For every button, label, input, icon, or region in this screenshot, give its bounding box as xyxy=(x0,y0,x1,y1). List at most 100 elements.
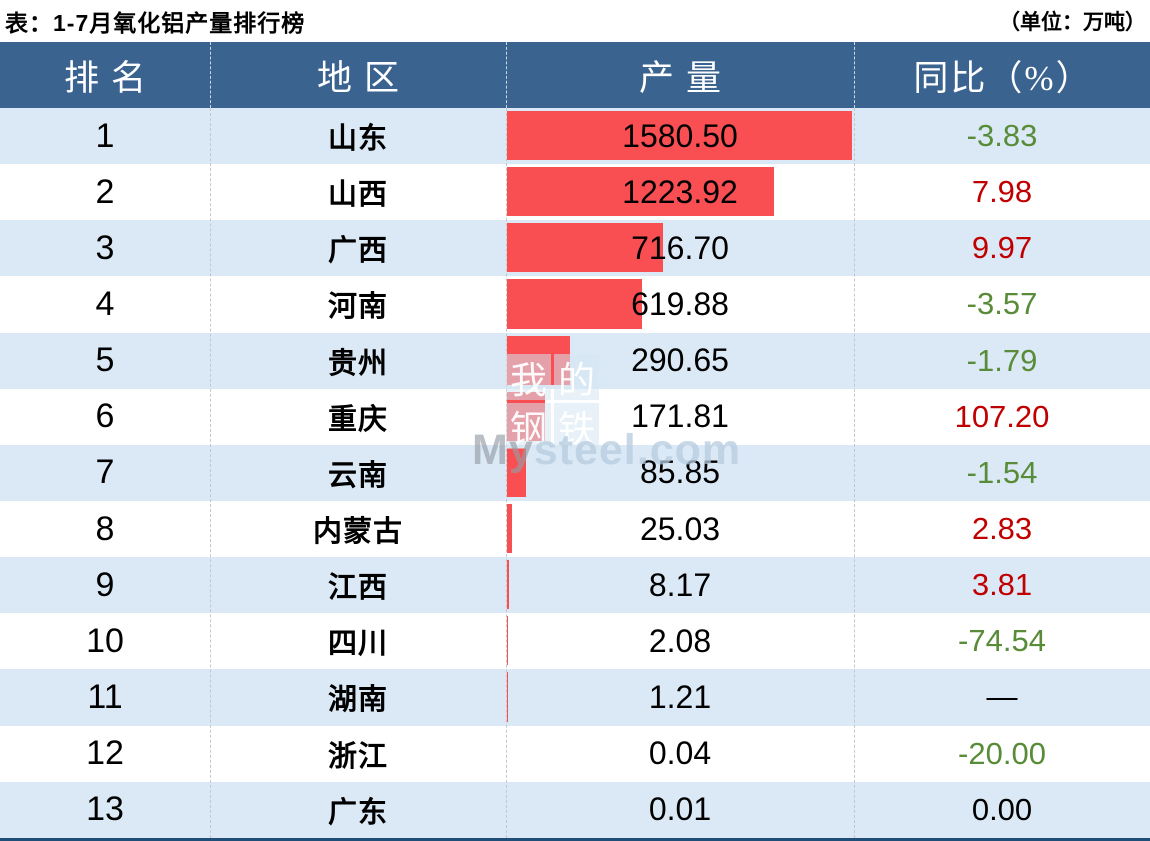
rank-cell: 13 xyxy=(86,790,124,829)
header-production: 产量 xyxy=(638,58,733,98)
production-bar xyxy=(507,279,643,329)
page-title: 表：1-7月氧化铝产量排行榜 xyxy=(5,10,306,36)
production-value: 0.04 xyxy=(648,735,712,772)
table-body: 1 山东 1580.50 -3.83 2 山西 1223.92 7.98 3 广… xyxy=(0,108,1150,838)
rank-cell: 7 xyxy=(95,453,115,492)
production-bar xyxy=(507,167,775,217)
table-bottom-border xyxy=(0,838,1150,841)
production-cell: 171.81 xyxy=(506,389,854,445)
production-cell: 25.03 xyxy=(506,501,854,557)
rank-cell: 12 xyxy=(86,734,124,773)
production-bar xyxy=(507,111,852,161)
production-bar xyxy=(507,447,526,497)
production-value: 1580.50 xyxy=(622,117,738,154)
production-cell: 1.21 xyxy=(506,669,854,725)
production-cell: 2.08 xyxy=(506,613,854,669)
yoy-cell: 3.81 xyxy=(971,567,1033,603)
table-row: 6 重庆 171.81 107.20 xyxy=(0,388,1150,445)
yoy-cell: 0.00 xyxy=(971,791,1033,827)
table-row: 8 内蒙古 25.03 2.83 xyxy=(0,500,1150,558)
region-cell: 山东 xyxy=(327,123,388,156)
production-bar xyxy=(507,503,513,554)
column-divider xyxy=(854,108,855,838)
yoy-cell: -74.54 xyxy=(958,623,1046,659)
rank-cell: 5 xyxy=(95,341,115,380)
table-row: 10 四川 2.08 -74.54 xyxy=(0,613,1150,670)
rank-cell: 2 xyxy=(95,172,115,211)
table-row: 2 山西 1223.92 7.98 xyxy=(0,164,1150,221)
production-cell: 290.65 xyxy=(506,333,854,389)
production-cell: 85.85 xyxy=(506,445,854,501)
region-cell: 广西 xyxy=(327,235,388,268)
yoy-cell: 107.20 xyxy=(954,398,1050,434)
title-bar: 表：1-7月氧化铝产量排行榜 （单位：万吨） xyxy=(0,0,1150,42)
table-row: 9 江西 8.17 3.81 xyxy=(0,557,1150,614)
production-cell: 8.17 xyxy=(506,557,854,613)
table-row: 11 湖南 1.21 — xyxy=(0,669,1150,726)
rank-cell: 3 xyxy=(95,228,115,267)
region-cell: 重庆 xyxy=(327,403,388,436)
column-divider xyxy=(210,108,211,838)
production-cell: 619.88 xyxy=(506,276,854,332)
production-value: 619.88 xyxy=(631,285,729,322)
production-value: 716.70 xyxy=(631,229,729,266)
production-cell: 0.01 xyxy=(506,782,854,838)
rank-cell: 10 xyxy=(86,621,124,660)
production-value: 0.01 xyxy=(648,791,712,828)
production-value: 1223.92 xyxy=(622,173,738,210)
production-cell: 1223.92 xyxy=(506,164,854,220)
production-value: 290.65 xyxy=(631,342,729,379)
yoy-cell: 7.98 xyxy=(971,174,1033,210)
region-cell: 山西 xyxy=(327,179,388,212)
region-cell: 江西 xyxy=(327,572,388,605)
production-value: 2.08 xyxy=(648,622,712,659)
unit-label: （单位：万吨） xyxy=(999,11,1146,34)
yoy-cell: -20.00 xyxy=(958,735,1046,771)
production-bar xyxy=(507,560,509,610)
header-yoy: 同比（%） xyxy=(913,58,1093,98)
column-divider xyxy=(506,42,507,108)
rank-cell: 11 xyxy=(87,677,123,716)
header-rank: 排名 xyxy=(63,58,158,98)
region-cell: 内蒙古 xyxy=(312,516,403,549)
table-row: 4 河南 619.88 -3.57 xyxy=(0,276,1150,333)
table-header-row: 排名 地区 产量 同比（%） xyxy=(0,42,1150,108)
table-row: 5 贵州 290.65 -1.79 xyxy=(0,332,1150,389)
yoy-cell: — xyxy=(986,679,1018,715)
yoy-cell: 2.83 xyxy=(971,511,1033,547)
production-value: 1.21 xyxy=(648,678,712,715)
column-divider xyxy=(210,42,211,108)
production-cell: 716.70 xyxy=(506,220,854,276)
rank-cell: 6 xyxy=(95,397,115,436)
production-value: 25.03 xyxy=(639,510,721,547)
table-row: 1 山东 1580.50 -3.83 xyxy=(0,108,1150,165)
table-row: 3 广西 716.70 9.97 xyxy=(0,220,1150,277)
column-divider xyxy=(506,108,507,838)
region-cell: 湖南 xyxy=(327,684,388,717)
rank-cell: 9 xyxy=(95,565,115,604)
table-row: 13 广东 0.01 0.00 xyxy=(0,781,1150,838)
region-cell: 广东 xyxy=(327,796,388,829)
yoy-cell: 9.97 xyxy=(971,230,1033,266)
region-cell: 四川 xyxy=(327,628,388,661)
region-cell: 河南 xyxy=(327,291,388,324)
yoy-cell: -1.79 xyxy=(966,342,1038,378)
rank-cell: 8 xyxy=(95,509,115,548)
production-value: 171.81 xyxy=(631,398,729,435)
production-cell: 0.04 xyxy=(506,726,854,782)
yoy-cell: -3.83 xyxy=(966,118,1038,154)
table-row: 7 云南 85.85 -1.54 xyxy=(0,444,1150,501)
table-row: 12 浙江 0.04 -20.00 xyxy=(0,725,1150,782)
region-cell: 云南 xyxy=(327,459,388,492)
production-cell: 1580.50 xyxy=(506,108,854,164)
production-bar xyxy=(507,223,664,273)
yoy-cell: -1.54 xyxy=(966,454,1038,490)
yoy-cell: -3.57 xyxy=(966,286,1038,322)
header-region: 地区 xyxy=(316,58,411,98)
rank-cell: 4 xyxy=(95,284,115,323)
production-value: 85.85 xyxy=(639,454,721,491)
production-value: 8.17 xyxy=(648,566,712,603)
production-bar xyxy=(507,335,571,385)
production-bar xyxy=(507,391,545,441)
